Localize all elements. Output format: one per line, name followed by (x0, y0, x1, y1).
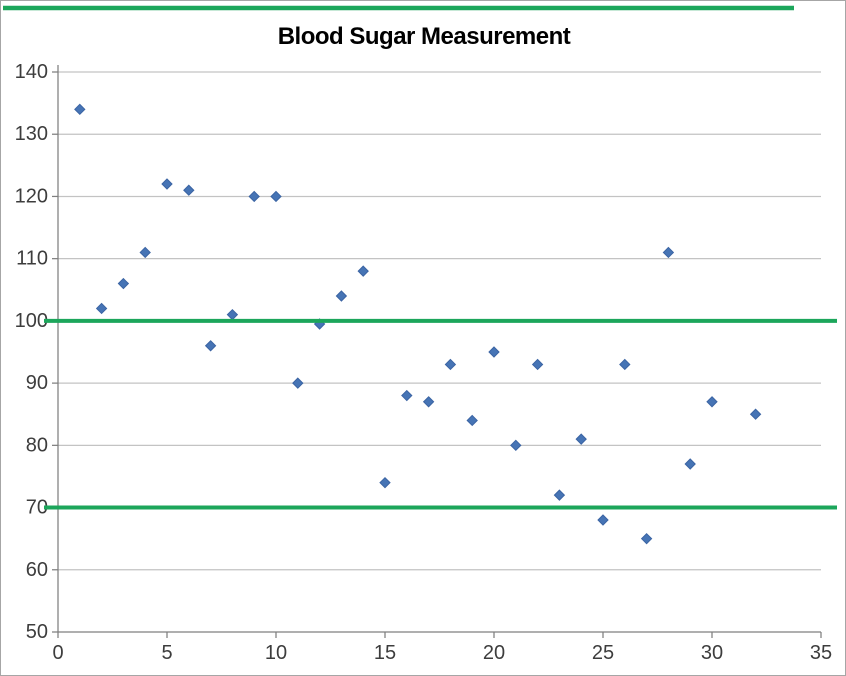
chart-title: Blood Sugar Measurement (277, 23, 571, 50)
x-tick-label-15: 15 (374, 642, 396, 664)
y-tick-label-120: 120 (15, 185, 48, 207)
scatter-point (95, 302, 108, 315)
scatter-point (183, 184, 195, 196)
x-tick-label-5: 5 (161, 642, 172, 664)
scatter-point (117, 277, 130, 290)
scatter-point (531, 358, 544, 371)
scatter-point (379, 476, 391, 489)
y-tick-label-140: 140 (15, 61, 48, 83)
scatter-point (139, 246, 151, 259)
scatter-point (357, 265, 369, 277)
scatter-point (597, 514, 609, 526)
scatter-point (204, 340, 217, 352)
scatter-point (488, 346, 500, 358)
y-tick-label-130: 130 (15, 123, 48, 145)
x-tick-label-30: 30 (701, 642, 723, 664)
scatter-point (161, 178, 173, 190)
scatter-point (619, 358, 631, 371)
y-tick-label-100: 100 (15, 310, 48, 332)
scatter-point (640, 532, 653, 545)
scatter-point (74, 103, 86, 116)
scatter-point (248, 190, 260, 203)
x-tick-label-10: 10 (265, 642, 287, 664)
y-tick-label-60: 60 (26, 559, 48, 581)
x-tick-label-25: 25 (592, 642, 614, 664)
scatter-point (401, 389, 413, 402)
scatter-point (684, 458, 696, 470)
y-tick-label-80: 80 (26, 434, 48, 456)
scatter-point (422, 396, 435, 408)
scatter-point (510, 439, 522, 452)
scatter-point (466, 414, 478, 427)
scatter-point (749, 408, 762, 420)
y-tick-label-50: 50 (26, 621, 48, 643)
scatter-point (575, 433, 587, 445)
scatter-point (292, 377, 304, 389)
scatter-point (335, 290, 348, 302)
y-tick-label-110: 110 (16, 248, 48, 270)
y-tick-label-90: 90 (26, 372, 48, 394)
scatter-point (706, 396, 718, 408)
scatter-point (444, 358, 457, 371)
scatter-point (270, 190, 282, 203)
x-tick-label-35: 35 (810, 642, 832, 664)
x-tick-label-0: 0 (52, 642, 63, 664)
scatter-point (662, 246, 675, 259)
y-tick-label-70: 70 (26, 497, 48, 519)
scatter-point (553, 489, 566, 501)
scatter-point (226, 308, 239, 321)
x-tick-label-20: 20 (483, 642, 505, 664)
